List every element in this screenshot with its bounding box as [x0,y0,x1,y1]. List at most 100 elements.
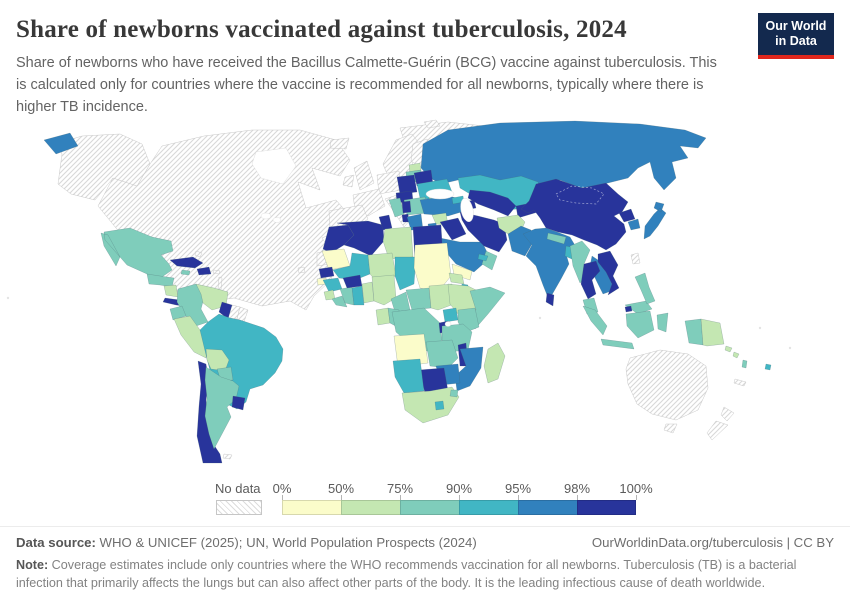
country-lesotho[interactable]: Lesotho [434,400,445,411]
country-eritrea[interactable]: Eritrea [448,272,465,285]
country-indonesia-borneo[interactable]: Indonesia (Kalimantan) [625,310,655,339]
country-china[interactable]: China & Mongolia [520,178,629,251]
country-vietnam[interactable]: Vietnam [597,250,620,296]
country-namibia[interactable]: Namibia [392,358,425,394]
country-taiwan[interactable]: Taiwan [630,252,641,265]
country-new-caledonia[interactable]: New Caledonia [733,378,747,387]
island-dot [758,326,762,330]
legend-segment-50-75%[interactable] [341,500,400,515]
country-iran[interactable]: Iran [459,211,508,253]
country-turkmenistan-uzbekistan[interactable]: Turkmenistan & Uzbekistan [467,189,517,217]
country-croatia-bosnia[interactable]: Croatia & Bosnia [388,197,405,218]
country-brunei[interactable]: Brunei [624,305,633,313]
country-lesser-antilles[interactable]: Lesser Antilles [217,276,223,291]
legend-segment-95-98%[interactable] [518,500,577,515]
country-argentina[interactable]: Argentina [204,366,240,450]
legend-segment-98-100%[interactable] [577,500,636,515]
country-hispaniola[interactable]: Haiti & Dominican Republic [196,266,212,276]
country-poland[interactable]: Poland [396,174,418,195]
legend-segment-75-90%[interactable] [400,500,459,515]
data-source-label: Data source: [16,535,96,550]
legend-segment-90-95%[interactable] [459,500,518,515]
country-liberia[interactable]: Liberia [331,295,348,308]
world-map-svg[interactable]: Canada & United StatesUnited States (Ala… [0,118,850,478]
country-new-zealand[interactable]: New Zealand [706,406,735,441]
country-philippines[interactable]: Philippines [634,272,656,305]
country-fiji[interactable]: Fiji [764,363,772,371]
country-venezuela[interactable]: Venezuela [195,283,229,311]
country-madagascar[interactable]: Madagascar [483,342,506,384]
country-jamaica[interactable]: Jamaica [180,269,191,276]
country-uae[interactable]: United Arab Emirates [477,253,489,262]
country-nicaragua[interactable]: Nicaragua [163,284,179,298]
country-ireland[interactable]: Ireland [342,174,355,188]
note-text: Coverage estimates include only countrie… [16,558,797,591]
country-svalbard[interactable]: Svalbard [423,119,441,129]
legend-segment-0-50%[interactable] [282,500,341,515]
country-serbia[interactable]: Serbia [401,200,412,214]
country-tasmania[interactable]: Tasmania [663,423,678,434]
legend-tick-label: 75% [386,481,414,496]
country-angola[interactable]: Angola [393,333,429,368]
country-india[interactable]: India [522,227,577,301]
country-indonesia-papua[interactable]: Indonesia (Papua) [684,318,704,346]
caspian-sea [460,197,474,223]
country-ecuador[interactable]: Ecuador [169,305,187,321]
country-uk[interactable]: United Kingdom [353,160,375,191]
country-algeria[interactable]: Algeria [336,220,385,257]
no-data-label: No data [215,481,261,496]
country-papua-new-guinea[interactable]: Papua New Guinea [700,318,725,347]
country-north-korea[interactable]: North Korea [618,208,636,223]
country-indonesia-sulawesi[interactable]: Indonesia (Sulawesi) [656,312,669,333]
country-chad[interactable]: Chad [394,256,417,291]
country-zambia[interactable]: Zambia [425,339,459,369]
country-nepal[interactable]: Nepal [546,232,567,245]
countries-layer[interactable]: Canada & United StatesUnited States (Ala… [43,119,772,464]
country-yemen[interactable]: Yemen [451,263,473,281]
country-thailand[interactable]: Thailand [580,260,601,300]
country-south-africa[interactable]: South Africa [401,386,460,424]
country-uganda[interactable]: Uganda [442,307,459,323]
owid-logo[interactable]: Our World in Data [758,13,834,59]
legend-bar-zone: 0% 50% 75% 90% 95% 98% 100% [273,478,653,524]
legend-tick-mark [459,495,460,500]
country-indonesia-java[interactable]: Indonesia (Java) [600,338,635,350]
country-gabon[interactable]: Gabon [375,307,391,326]
country-ghana[interactable]: Ghana [351,285,365,306]
country-iraq[interactable]: Iraq [439,217,467,241]
country-vanuatu[interactable]: Vanuatu [741,359,748,369]
country-uruguay[interactable]: Uruguay [231,395,246,411]
world-choropleth-map[interactable]: Canada & United StatesUnited States (Ala… [0,118,850,478]
country-sri-lanka[interactable]: Sri Lanka [545,292,555,307]
country-iceland[interactable]: Iceland [329,137,350,150]
country-solomon-islands[interactable]: Solomon Islands [724,345,740,359]
country-mozambique[interactable]: Mozambique [454,346,484,392]
country-nigeria[interactable]: Nigeria [371,274,397,306]
chart-footer: Data source: WHO & UNICEF (2025); UN, Wo… [0,526,850,593]
country-japan[interactable]: Japan [643,201,667,240]
country-mexico[interactable]: Mexico [100,227,174,280]
country-eswatini[interactable]: Eswatini [449,389,459,398]
attribution-link[interactable]: OurWorldinData.org/tuberculosis | CC BY [591,535,834,550]
country-senegal[interactable]: Senegal [318,266,335,279]
country-puerto-rico[interactable]: Puerto Rico [212,269,221,275]
country-togo-benin[interactable]: Togo & Benin [361,281,375,304]
country-central-african-republic[interactable]: Central African Republic [405,287,432,311]
country-germany-central[interactable]: Central Europe [376,170,402,195]
legend-color-bar[interactable] [282,500,636,515]
country-chukotka[interactable]: Russia (Chukotka) [43,132,79,155]
country-indonesia-sumatra[interactable]: Indonesia (Sumatra) [582,305,608,336]
owid-logo-line2: in Data [775,34,817,49]
legend-tick-label: 90% [445,481,473,496]
country-bahamas[interactable]: Bahamas [194,250,203,258]
country-malaysia-borneo[interactable]: Malaysia (Borneo) [624,300,653,315]
country-falkland-islands[interactable]: Falkland Islands [222,453,233,460]
country-hawaii[interactable]: Hawaii [297,266,306,274]
country-cuba[interactable]: Cuba [169,256,204,269]
no-data-swatch[interactable] [216,500,262,515]
great-lakes-2 [272,217,282,223]
country-south-korea[interactable]: South Korea [627,218,641,231]
mongolia-border [555,185,605,205]
country-australia[interactable]: Australia [625,349,709,421]
country-tunisia[interactable]: Tunisia [378,214,393,231]
